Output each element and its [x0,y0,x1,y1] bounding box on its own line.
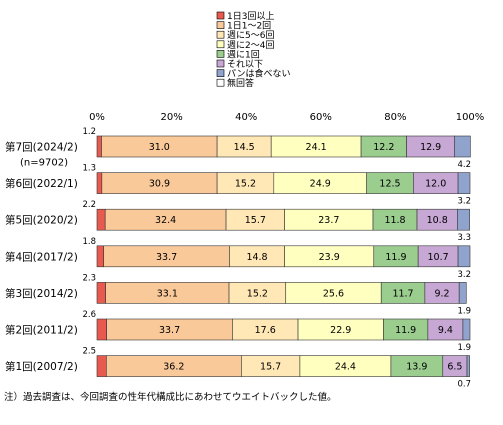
legend-label: それ以下 [227,59,263,70]
data-label: 33.7 [156,252,177,263]
x-tick-label: 100% [456,112,485,123]
bar-segment [462,318,471,341]
data-label: 24.9 [310,179,331,190]
data-label: 14.5 [234,142,255,153]
legend-swatch [216,21,225,29]
bar-segment [96,208,106,231]
data-label: 15.7 [245,215,266,226]
bar-segment [457,208,470,231]
data-label: 12.9 [420,142,441,153]
legend-swatch [216,78,225,87]
data-label-last-series: 1.9 [457,306,471,316]
data-label: 12.5 [379,179,400,190]
category-label: 第6回(2022/1) [5,177,78,190]
data-label: 33.7 [159,325,180,336]
data-label-last-series: 4.2 [457,160,471,170]
category-label: 第3回(2014/2) [5,287,78,300]
category-labels: 第7回(2024/2) (n=9702) 第6回(2022/1) 第5回(2020/2… [5,141,78,374]
data-label: 9.2 [434,288,449,299]
legend-label: 週に1回 [227,49,260,60]
data-label-last-series: 0.7 [457,380,471,390]
data-label: 33.1 [157,288,178,299]
data-label-first-series: 1.3 [82,164,96,174]
data-label-last-series: 3.2 [457,197,471,207]
data-label: 15.2 [235,179,256,190]
data-label: 13.9 [406,362,427,373]
data-label: 30.9 [149,179,170,190]
data-label: 12.0 [425,179,446,190]
data-label: 24.1 [306,142,327,153]
bar-segment [96,282,106,304]
legend-label: 1日3回以上 [227,11,274,22]
data-label: 23.9 [319,252,340,263]
legend-swatch [216,11,225,20]
x-tick-label: 0% [89,112,105,123]
bar-segment [454,135,471,158]
data-label: 32.4 [155,215,176,226]
data-label: 36.2 [163,362,184,373]
legend-label: 無回答 [227,77,254,89]
x-tick-label: 60% [310,112,332,123]
data-label-first-series: 2.5 [82,347,96,357]
category-label: 第1回(2007/2) [5,360,78,373]
x-tick-label: 80% [384,112,406,123]
data-label-first-series: 2.3 [82,273,96,283]
bar-segment [466,355,470,377]
legend-label: 1日1～2回 [227,21,271,32]
category-sublabel: (n=9702) [20,158,68,169]
legend-label: パンは食べない [227,68,290,80]
legend-swatch [216,50,225,58]
bar-segment [96,245,105,268]
data-label: 22.9 [330,325,351,336]
legend-swatch [216,30,225,39]
chart-legend: 1日3回以上1日1～2回週に5～6回週に2～4回週に1回それ以下パンは食べない無… [216,11,290,89]
data-label: 31.0 [149,142,170,153]
data-label: 11.9 [385,252,406,263]
data-label: 10.7 [428,252,449,263]
data-label-first-series: 2.2 [82,200,96,210]
category-label: 第4回(2017/2) [5,250,78,263]
bars-area: 31.0 14.5 24.1 12.2 12.9 1.2 4.2 30.9 15.2 24.9 12… [82,127,471,390]
data-label: 12.2 [373,142,394,153]
bar-segment [457,245,471,268]
bar-segment [96,355,107,377]
bar-segment [96,135,102,158]
data-label: 15.7 [260,362,281,373]
legend-swatch [216,40,225,49]
legend-label: 週に2～4回 [227,40,274,51]
data-label-last-series: 3.2 [457,270,471,280]
data-label-first-series: 2.6 [82,310,96,320]
data-label-last-series: 3.3 [457,233,471,243]
data-label: 23.7 [318,215,339,226]
legend-label: 週に5～6回 [227,30,274,41]
data-label: 10.8 [427,215,448,226]
data-label: 6.5 [447,362,462,373]
bar-segment [457,172,471,194]
data-label: 17.6 [255,325,276,336]
data-label-first-series: 1.2 [82,127,96,137]
bar-segment [96,172,103,194]
data-label: 11.8 [384,215,405,226]
data-label: 14.8 [246,252,267,263]
x-tick-label: 20% [160,112,182,123]
category-label: 第5回(2020/2) [5,214,78,227]
data-label-first-series: 1.8 [82,237,96,247]
legend-swatch [216,69,225,77]
x-axis-tick-labels: 0% 20% 40% 60% 80% 100% [89,112,484,123]
bar-segment [96,318,107,341]
data-label: 11.9 [395,325,416,336]
footnote: 注）過去調査は、今回調査の性年代構成比にあわせてウエイトバックした値。 [4,392,337,403]
data-label: 9.4 [438,325,453,336]
data-label: 25.6 [323,288,344,299]
legend-swatch [216,59,225,68]
category-label: 第7回(2024/2) [5,141,78,154]
data-label: 15.2 [247,288,268,299]
data-label: 24.4 [335,362,356,373]
category-label: 第2回(2011/2) [5,324,78,337]
bar-segment [458,282,467,304]
x-tick-label: 40% [235,112,257,123]
data-label-last-series: 1.9 [457,343,471,353]
data-label: 11.7 [392,288,413,299]
